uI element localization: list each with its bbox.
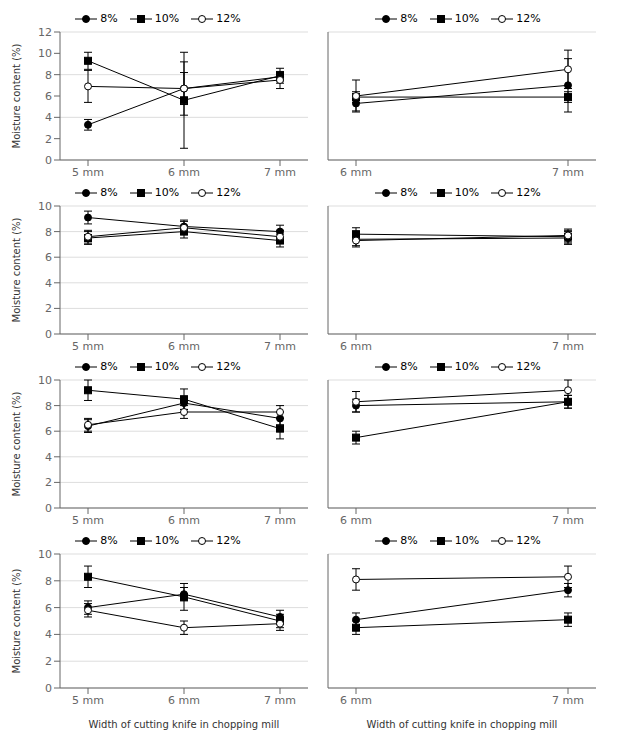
svg-text:Moisture content (%): Moisture content (%): [11, 43, 22, 148]
html-text:12%: 12%: [516, 360, 541, 373]
svg-text:0: 0: [45, 328, 52, 341]
svg-text:6: 6: [45, 251, 52, 264]
html-text:10%: 10%: [154, 360, 180, 373]
html-text:8%: 8%: [400, 534, 418, 547]
html-text:8%: 8%: [100, 534, 118, 547]
svg-text:6 mm: 6 mm: [340, 166, 372, 179]
svg-text:10: 10: [38, 200, 52, 213]
svg-text:Moisture content (%): Moisture content (%): [11, 568, 22, 673]
html-text:8%: 8%: [100, 186, 118, 199]
svg-text:0: 0: [45, 682, 52, 695]
svg-text:0: 0: [45, 502, 52, 515]
html-text:12%: 12%: [216, 186, 241, 199]
svg-text:6 mm: 6 mm: [168, 694, 200, 707]
svg-text:2: 2: [45, 302, 52, 315]
svg-text:2: 2: [45, 133, 52, 146]
html-text:8%: 8%: [400, 186, 418, 199]
svg-text:10: 10: [38, 47, 52, 60]
svg-text:Width of cutting knife in chop: Width of cutting knife in chopping mill: [89, 719, 280, 730]
svg-text:Moisture content (%): Moisture content (%): [11, 391, 22, 496]
svg-text:7 mm: 7 mm: [552, 694, 584, 707]
html-text:8%: 8%: [100, 12, 118, 25]
svg-text:10: 10: [38, 374, 52, 387]
svg-text:6 mm: 6 mm: [340, 694, 372, 707]
html-text:12%: 12%: [216, 534, 241, 547]
svg-text:Width of cutting knife in chop: Width of cutting knife in chopping mill: [367, 719, 558, 730]
html-text:10%: 10%: [154, 12, 180, 25]
html-text:8%: 8%: [400, 12, 418, 25]
svg-text:8: 8: [45, 400, 52, 413]
svg-text:6 mm: 6 mm: [168, 166, 200, 179]
svg-text:5 mm: 5 mm: [72, 694, 104, 707]
html-text:12%: 12%: [516, 186, 541, 199]
svg-text:6: 6: [45, 90, 52, 103]
svg-text:2: 2: [45, 476, 52, 489]
svg-text:5 mm: 5 mm: [72, 166, 104, 179]
html-text:12%: 12%: [516, 12, 541, 25]
svg-text:8: 8: [45, 226, 52, 239]
svg-text:7 mm: 7 mm: [264, 166, 296, 179]
html-text:12%: 12%: [216, 360, 241, 373]
html-text:8%: 8%: [400, 360, 418, 373]
svg-text:5 mm: 5 mm: [72, 514, 104, 527]
html-text:10%: 10%: [454, 534, 480, 547]
svg-text:7 mm: 7 mm: [264, 514, 296, 527]
svg-text:4: 4: [45, 451, 52, 464]
svg-text:2: 2: [45, 655, 52, 668]
svg-text:6 mm: 6 mm: [168, 340, 200, 353]
svg-text:7 mm: 7 mm: [552, 514, 584, 527]
svg-text:12: 12: [38, 26, 52, 39]
svg-text:4: 4: [45, 277, 52, 290]
svg-text:0: 0: [45, 154, 52, 167]
html-text:10%: 10%: [154, 186, 180, 199]
svg-text:7 mm: 7 mm: [552, 166, 584, 179]
svg-text:6 mm: 6 mm: [340, 514, 372, 527]
svg-text:4: 4: [45, 628, 52, 641]
svg-text:5 mm: 5 mm: [72, 340, 104, 353]
svg-text:6: 6: [45, 425, 52, 438]
svg-text:Moisture content (%): Moisture content (%): [11, 217, 22, 322]
html-text:8%: 8%: [100, 360, 118, 373]
html-text:10%: 10%: [154, 534, 180, 547]
html-text:12%: 12%: [516, 534, 541, 547]
svg-text:7 mm: 7 mm: [552, 340, 584, 353]
svg-text:10: 10: [38, 548, 52, 561]
svg-text:6 mm: 6 mm: [168, 514, 200, 527]
html-text:12%: 12%: [216, 12, 241, 25]
svg-text:8: 8: [45, 69, 52, 82]
svg-text:7 mm: 7 mm: [264, 694, 296, 707]
html-text:10%: 10%: [454, 12, 480, 25]
svg-text:4: 4: [45, 111, 52, 124]
svg-text:8: 8: [45, 575, 52, 588]
svg-text:6: 6: [45, 602, 52, 615]
html-text:10%: 10%: [454, 186, 480, 199]
svg-text:7 mm: 7 mm: [264, 340, 296, 353]
svg-text:6 mm: 6 mm: [340, 340, 372, 353]
html-text:10%: 10%: [454, 360, 480, 373]
